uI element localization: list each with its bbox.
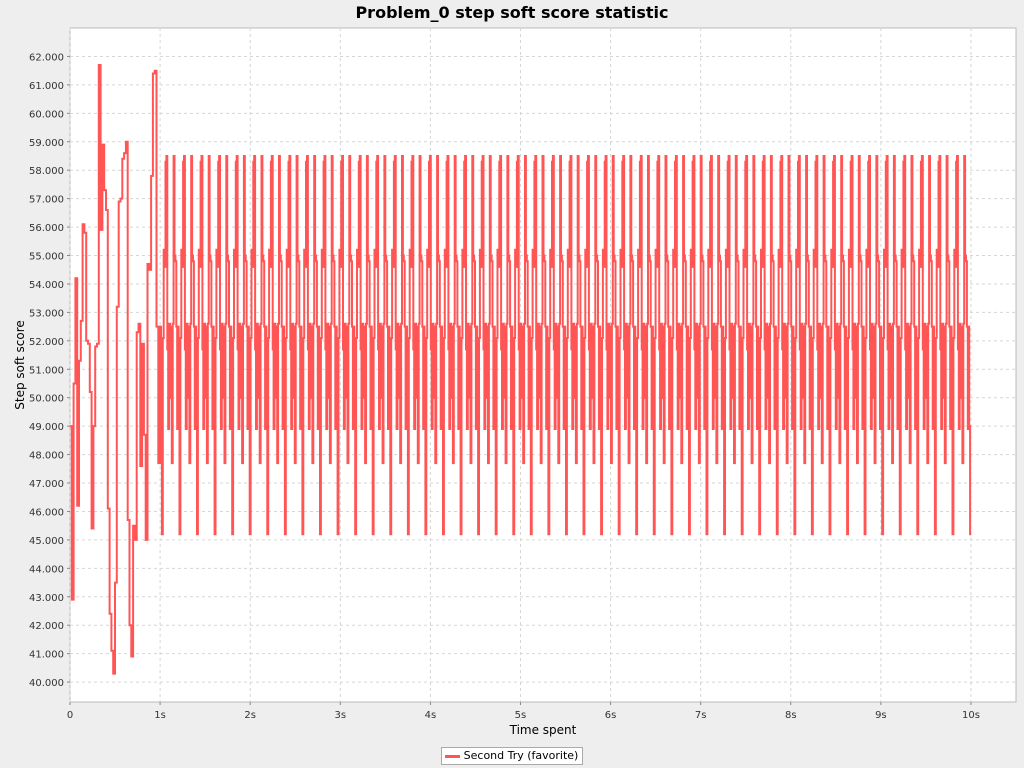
y-tick-label: 48.000 — [29, 451, 64, 462]
y-tick-label: 59.000 — [29, 138, 64, 149]
x-axis: 0 1s 2s 3s 4s 5s 6s 7s 8s 9s 10s — [67, 702, 980, 721]
y-tick-label: 58.000 — [29, 166, 64, 177]
y-tick-label: 52.000 — [29, 337, 64, 348]
y-tick-label: 55.000 — [29, 252, 64, 263]
y-tick-label: 49.000 — [29, 422, 64, 433]
y-tick-label: 56.000 — [29, 223, 64, 234]
y-axis: 40.000 41.000 42.000 43.000 44.000 45.000 46.0… — [29, 52, 70, 689]
y-tick-label: 40.000 — [29, 678, 64, 689]
legend-swatch — [444, 754, 460, 758]
y-tick-label: 51.000 — [29, 365, 64, 376]
legend: Second Try (favorite) — [0, 744, 1024, 765]
series-layer — [70, 64, 972, 675]
y-tick-label: 54.000 — [29, 280, 64, 291]
x-tick-label: 3s — [334, 710, 346, 721]
y-tick-label: 45.000 — [29, 536, 64, 547]
y-tick-label: 60.000 — [29, 109, 64, 120]
x-tick-label: 9s — [875, 710, 887, 721]
y-tick-label: 41.000 — [29, 650, 64, 661]
x-tick-label: 10s — [962, 710, 980, 721]
x-tick-label: 6s — [605, 710, 617, 721]
chart-title: Problem_0 step soft score statistic — [355, 3, 669, 22]
x-axis-title: Time spent — [509, 723, 577, 737]
x-tick-label: 2s — [244, 710, 256, 721]
y-tick-label: 42.000 — [29, 621, 64, 632]
y-tick-label: 44.000 — [29, 564, 64, 575]
y-tick-label: 53.000 — [29, 308, 64, 319]
y-axis-title: Step soft score — [13, 320, 27, 410]
y-tick-label: 43.000 — [29, 593, 64, 604]
y-tick-label: 62.000 — [29, 52, 64, 63]
y-tick-label: 50.000 — [29, 394, 64, 405]
series-line — [70, 64, 972, 675]
x-tick-label: 0 — [67, 710, 73, 721]
x-tick-label: 7s — [695, 710, 707, 721]
legend-label: Second Try (favorite) — [463, 749, 579, 762]
x-tick-label: 1s — [154, 710, 166, 721]
y-tick-label: 47.000 — [29, 479, 64, 490]
x-tick-label: 4s — [425, 710, 437, 721]
legend-item[interactable]: Second Try (favorite) — [440, 747, 584, 765]
y-tick-label: 57.000 — [29, 195, 64, 206]
y-tick-label: 46.000 — [29, 507, 64, 518]
x-tick-label: 5s — [515, 710, 527, 721]
x-tick-label: 8s — [785, 710, 797, 721]
y-tick-label: 61.000 — [29, 81, 64, 92]
